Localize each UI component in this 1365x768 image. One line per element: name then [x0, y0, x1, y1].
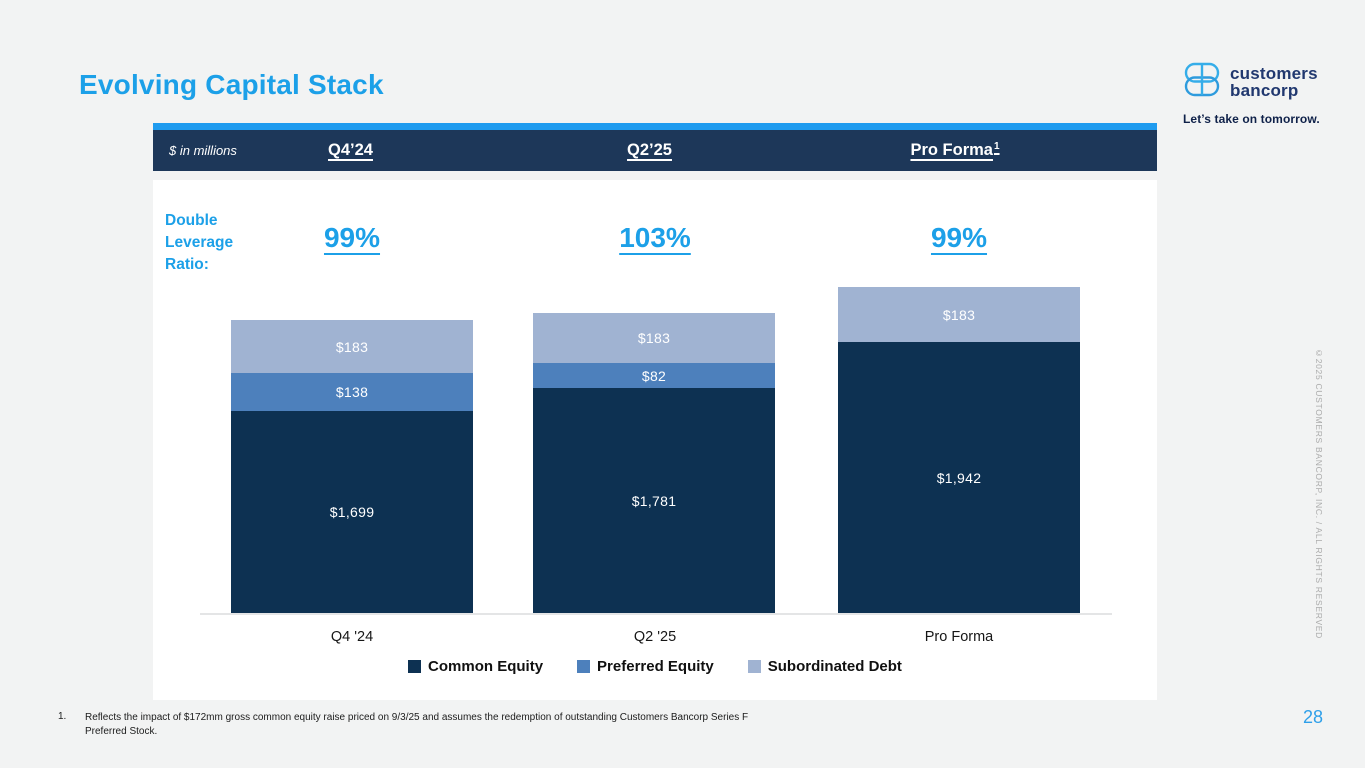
unit-label: $ in millions [169, 143, 237, 158]
double-leverage-value-q4-24: 99% [323, 222, 381, 253]
bar-segment-value: $1,699 [329, 504, 375, 520]
double-leverage-value-q2-25: 103% [619, 222, 691, 253]
legend-item-common-equity: Common Equity [408, 658, 543, 675]
bar-segment-preferred-equity: $82 [533, 363, 775, 388]
bar-segment-value: $183 [335, 338, 369, 355]
footnote: 1. Reflects the impact of $172mm gross c… [58, 711, 775, 739]
legend-swatch-subordinated-debt [747, 660, 761, 673]
column-header-q4-24: Q4’24 [328, 130, 374, 171]
page-title: Evolving Capital Stack [79, 69, 384, 100]
double-leverage-ratio-label: Double Leverage Ratio: [165, 212, 234, 273]
brand-tagline: Let’s take on tomorrow. [1183, 112, 1320, 126]
bar-segment-common-equity: $1,699 [231, 411, 473, 613]
double-leverage-value-pro-forma: 99% [930, 222, 988, 253]
brand-name-line1: customers [1230, 64, 1318, 83]
legend-label: Common Equity [428, 658, 544, 675]
bar-segment-value: $138 [335, 384, 369, 400]
bar-segment-value: $1,942 [936, 469, 982, 486]
chart-baseline [200, 613, 1112, 615]
legend-label: Preferred Equity [597, 658, 714, 675]
column-header-label: Q2’25 [627, 141, 672, 159]
brand-name-line2: bancorp [1230, 81, 1299, 100]
footnote-index: 1. [58, 711, 67, 722]
x-axis-label-pro-forma: Pro Forma [924, 629, 994, 645]
brand-block: customers bancorp Let’s take on tomorrow… [1183, 61, 1333, 126]
bar-segment-common-equity: $1,942 [838, 342, 1080, 613]
bar-segment-value: $183 [637, 330, 671, 346]
customers-bancorp-logo-icon [1183, 61, 1221, 103]
bar-segment-value: $183 [942, 306, 976, 323]
column-header-superscript: 1 [993, 141, 1000, 152]
legend-item-preferred-equity: Preferred Equity [577, 658, 714, 675]
bar-segment-value: $82 [641, 367, 667, 384]
column-header-label: Pro Forma [910, 141, 993, 159]
footnote-text: Reflects the impact of $172mm gross comm… [85, 712, 749, 737]
bar-segment-value: $1,781 [631, 492, 677, 509]
bar-segment-subordinated-debt: $183 [231, 320, 473, 373]
legend-item-subordinated-debt: Subordinated Debt [747, 658, 902, 675]
table-header-bar: $ in millions Q4’24 Q2’25 Pro Forma 1 [153, 130, 1157, 171]
bar-segment-subordinated-debt: $183 [838, 287, 1080, 342]
accent-stripe [153, 123, 1157, 130]
stacked-bar-pro-forma: $1,942 $183 [838, 287, 1080, 613]
legend-swatch-common-equity [408, 660, 422, 673]
column-header-q2-25: Q2’25 [627, 130, 673, 171]
bar-segment-preferred-equity: $138 [231, 373, 473, 411]
legend-label: Subordinated Debt [767, 658, 902, 675]
column-header-pro-forma: Pro Forma 1 [910, 130, 999, 171]
content-panel: Double Leverage Ratio: 99% 103% 99% $1,6… [153, 180, 1157, 700]
brand-name: customers bancorp [1230, 65, 1318, 99]
x-axis-label-q4-24: Q4 '24 [330, 629, 374, 645]
stacked-bar-q4-24: $1,699 $138 $183 [231, 320, 473, 613]
page-number: 28 [1303, 707, 1324, 727]
chart-legend: Common Equity Preferred Equity Subordina… [153, 658, 1157, 675]
vertical-copyright: ©2025 CUSTOMERS BANCORP, INC. / ALL RIGH… [1314, 348, 1324, 640]
bar-segment-subordinated-debt: $183 [533, 313, 775, 363]
column-header-label: Q4’24 [328, 141, 373, 159]
x-axis-label-q2-25: Q2 '25 [633, 629, 677, 645]
legend-swatch-preferred-equity [577, 660, 591, 673]
stacked-bar-q2-25: $1,781 $82 $183 [533, 313, 775, 613]
bar-segment-common-equity: $1,781 [533, 388, 775, 613]
